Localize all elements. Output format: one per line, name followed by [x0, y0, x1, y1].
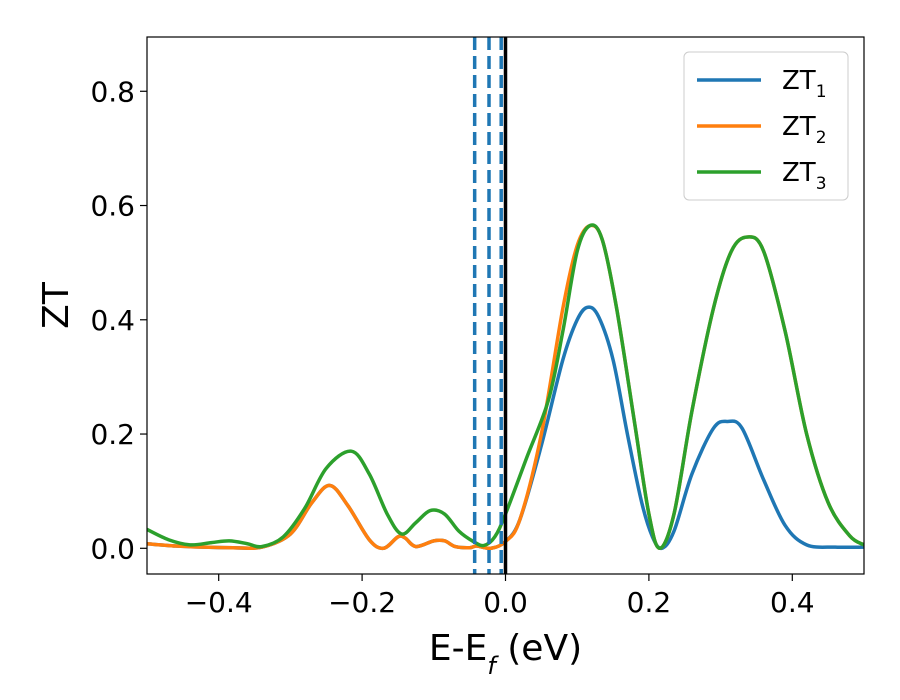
y-axis-label: ZT: [36, 281, 77, 329]
y-tick-label: 0.0: [90, 532, 135, 565]
x-tick-label: 0.4: [770, 586, 815, 619]
y-tick-label: 0.8: [90, 75, 135, 108]
x-axis-label: E-Ef (eV): [429, 628, 582, 680]
x-tick-label: −0.4: [185, 586, 253, 619]
legend-label-zt1: ZT1: [782, 66, 827, 102]
legend-box: [683, 51, 849, 201]
y-tick-label: 0.2: [90, 418, 135, 451]
series-line-zt3: [147, 223, 864, 551]
x-tick-label: 0.0: [483, 586, 528, 619]
y-tick-label: 0.4: [90, 304, 135, 337]
y-tick-label: 0.6: [90, 190, 135, 223]
legend-label-zt3: ZT3: [782, 158, 827, 194]
x-tick-label: −0.2: [328, 586, 396, 619]
legend: ZT1 ZT2 ZT3: [683, 51, 849, 201]
x-tick-label: 0.2: [627, 586, 672, 619]
legend-label-zt2: ZT2: [782, 112, 827, 148]
